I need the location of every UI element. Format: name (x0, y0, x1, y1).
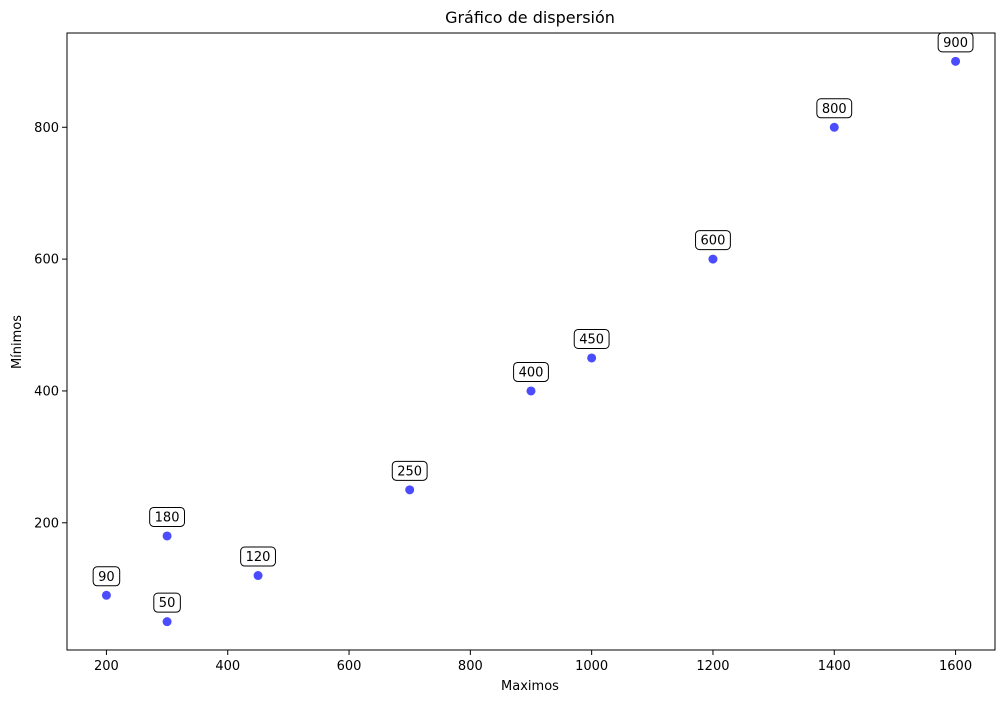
x-tick-label: 1400 (818, 659, 851, 674)
x-tick-label: 400 (215, 659, 240, 674)
y-axis: 200 400 600 800 (34, 121, 67, 531)
annotation-box (240, 546, 276, 567)
annotation-box (573, 328, 610, 349)
annotation: 400 (513, 361, 549, 382)
data-point (708, 254, 718, 264)
x-tick-label: 1000 (575, 659, 608, 674)
data-point (162, 531, 172, 541)
annotation: 90 (92, 566, 121, 587)
x-tick-label: 1200 (696, 659, 729, 674)
point-annotations: 90 50 180 120 250 400 450 600 800 900 (92, 32, 974, 613)
annotation: 450 (573, 328, 610, 349)
data-points (101, 56, 961, 627)
data-point (253, 571, 263, 581)
x-tick-label: 1600 (939, 659, 972, 674)
y-tick-label: 600 (34, 253, 59, 268)
chart-title: Gráfico de dispersión (445, 8, 615, 27)
annotation: 120 (240, 546, 276, 567)
annotation: 900 (937, 32, 974, 53)
annotation: 250 (391, 460, 428, 481)
data-point (587, 353, 597, 363)
annotation-label: 250 (397, 464, 422, 479)
annotation-label: 120 (246, 550, 271, 565)
annotation-box (391, 460, 428, 481)
data-point (829, 122, 839, 132)
annotation-label: 600 (701, 234, 726, 249)
annotation-label: 450 (579, 332, 604, 347)
annotation: 180 (149, 506, 185, 527)
annotation-box (513, 361, 549, 382)
x-axis-title: Maximos (501, 679, 559, 694)
x-tick-label: 600 (337, 659, 362, 674)
data-point (405, 485, 415, 495)
annotation-label: 900 (943, 36, 968, 51)
x-axis: 200 400 600 800 1000 1200 1400 1600 (94, 650, 972, 674)
x-tick-label: 800 (458, 659, 483, 674)
y-tick-label: 200 (34, 516, 59, 531)
annotation-box (695, 230, 731, 251)
annotation: 50 (153, 592, 181, 613)
annotation-box (92, 566, 121, 587)
annotation-label: 400 (519, 365, 544, 380)
data-point (951, 56, 961, 66)
data-point (526, 386, 536, 396)
data-point (101, 590, 111, 600)
annotation: 600 (695, 230, 731, 251)
annotation: 800 (816, 98, 853, 119)
annotation-label: 180 (155, 510, 180, 525)
annotation-label: 90 (98, 570, 115, 585)
y-tick-label: 800 (34, 121, 59, 136)
plot-area-frame (66, 32, 996, 651)
y-tick-label: 400 (34, 384, 59, 399)
annotation-box (816, 98, 853, 119)
data-point (162, 617, 172, 627)
y-axis-title: Mínimos (10, 315, 25, 369)
annotation-box (149, 506, 185, 527)
x-tick-label: 200 (94, 659, 119, 674)
annotation-label: 800 (822, 102, 847, 117)
annotation-label: 50 (159, 596, 176, 611)
annotation-box (153, 592, 181, 613)
